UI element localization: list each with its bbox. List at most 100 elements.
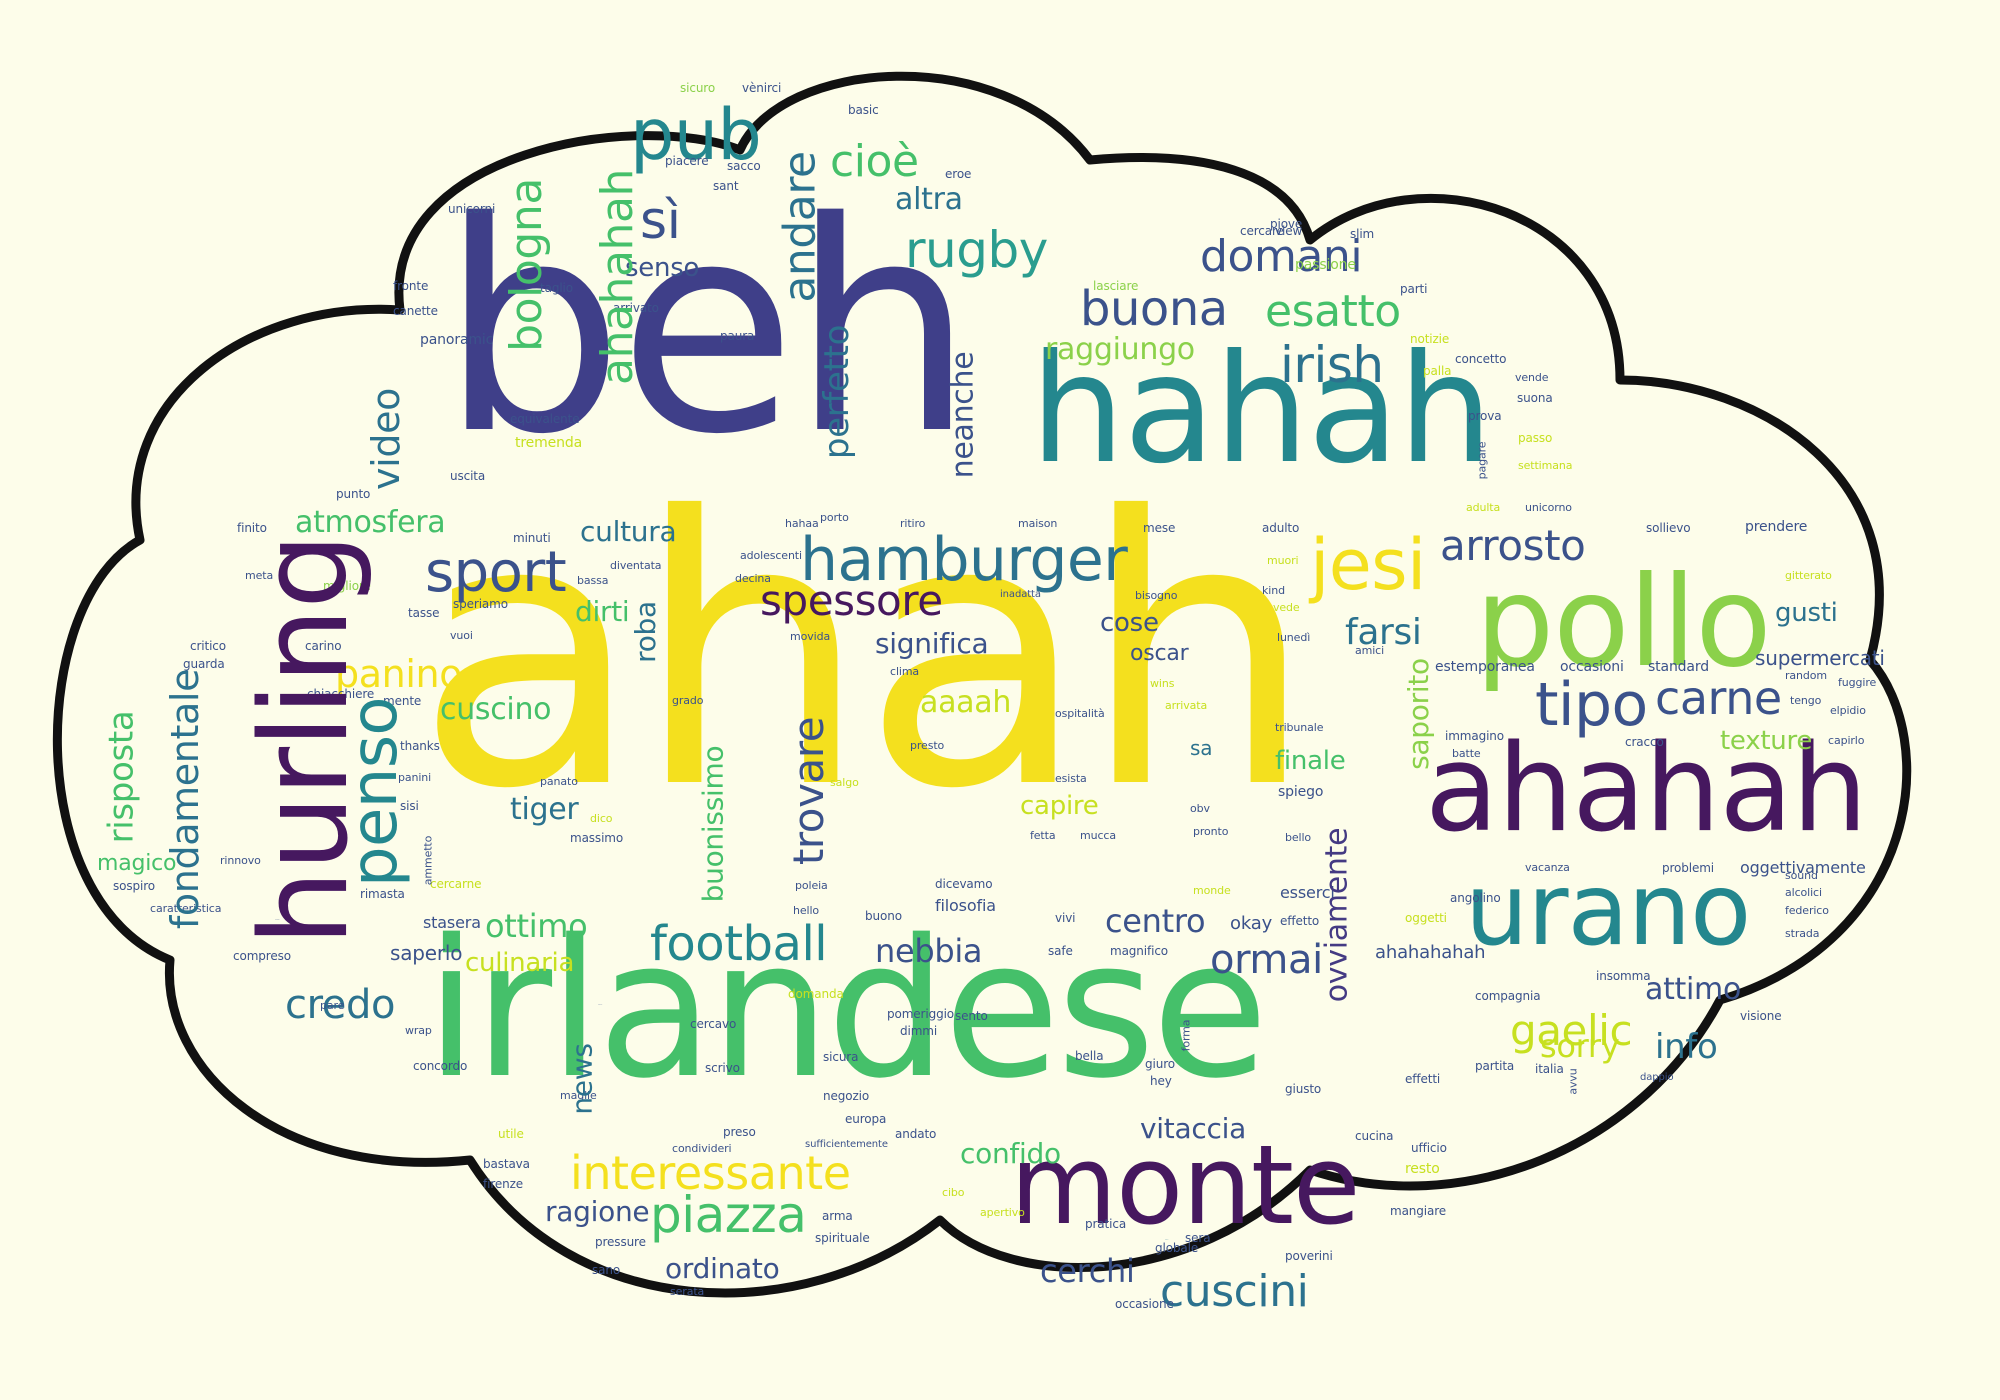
- word-trovare: trovare: [784, 716, 834, 866]
- word-hey: occasione: [1115, 1297, 1174, 1311]
- word-standard: standard: [1648, 659, 1709, 675]
- word-supermercati: supermercati: [1755, 646, 1885, 670]
- word-rugby: rugby: [905, 221, 1048, 279]
- word-ottimo: ottimo: [485, 907, 588, 945]
- word-forma: caratteristica: [150, 902, 222, 915]
- word-esatto: esatto: [1265, 286, 1401, 337]
- word-confido: confido: [960, 1137, 1061, 1170]
- word-palla: concetto: [1455, 352, 1507, 366]
- word-gitterato: tengo: [1790, 694, 1822, 707]
- word-effetto: magnifico: [1110, 944, 1169, 958]
- word-info: info: [1655, 1027, 1718, 1067]
- word-passo: suona: [1517, 391, 1553, 405]
- word-credo: credo: [285, 982, 396, 1028]
- word-grado: salgo: [830, 776, 859, 789]
- word-arrosto: arrosto: [1440, 521, 1586, 570]
- word-estemporanea: estemporanea: [1435, 659, 1535, 675]
- word-punto: punto: [336, 487, 371, 501]
- word-bello: pronto: [1193, 825, 1229, 838]
- word-maison: ritiro: [900, 517, 926, 530]
- word-jesi: jesi: [1310, 524, 1426, 606]
- word-muori: adulto: [1262, 521, 1300, 535]
- word-ritiro: porto: [820, 511, 849, 524]
- word-pagare: passo: [1518, 431, 1553, 445]
- word-tribunale: amici: [1355, 644, 1385, 657]
- word-dico: grado: [672, 694, 704, 707]
- word-beh: beh: [440, 161, 975, 498]
- word-urano: urano: [1465, 851, 1751, 968]
- word-porto: hahaa: [785, 517, 819, 530]
- word-prendere: prendere: [1745, 519, 1808, 535]
- word-si: sì: [640, 191, 681, 251]
- word-cioe: cioè: [830, 136, 919, 187]
- word-minuti: minuti: [513, 531, 551, 545]
- word-oggetti: effetto: [1280, 914, 1320, 928]
- word-panino: panino: [335, 652, 463, 696]
- word-bastava: utile: [498, 1127, 524, 1141]
- word-vitaccia: vitaccia: [1140, 1112, 1246, 1145]
- word-mucca: fetta: [1030, 829, 1056, 842]
- word-europa: negozio: [823, 1089, 870, 1103]
- word-bisogno: inadatta: [1000, 589, 1041, 600]
- word-hahaa: gitterato: [1785, 569, 1832, 582]
- word-sufficientemente: condivideri: [672, 1142, 732, 1155]
- word-mente: mente: [383, 694, 422, 708]
- word-angolino: arrivata: [1165, 699, 1208, 712]
- word-vivi: dicevamo: [935, 877, 993, 891]
- word-andare: andare: [774, 151, 826, 303]
- word-sano: pressure: [595, 1235, 646, 1249]
- word-cose: cose: [1100, 608, 1159, 638]
- word-dicevamo: buono: [865, 909, 902, 923]
- word-fuggire: elpidio: [1830, 704, 1866, 717]
- word-maglie: notevole: [598, 1005, 603, 1006]
- word-view: cercare: [1240, 224, 1284, 238]
- word-prova: palla: [1423, 364, 1452, 378]
- word-effetti: italia: [1535, 1062, 1564, 1076]
- word-buona: buona: [1080, 281, 1228, 337]
- word-federico: alcolici: [1785, 886, 1822, 899]
- word-panato: panato: [540, 775, 578, 788]
- word-vende: prova: [1468, 409, 1502, 423]
- word-pollo: pollo: [1475, 550, 1772, 695]
- word-atmosfera: atmosfera: [295, 505, 446, 540]
- word-problemi: vacanza: [1525, 861, 1570, 874]
- word-aaaah: aaaah: [920, 685, 1012, 720]
- word-batte: immagino: [1445, 729, 1505, 743]
- word-ovviamente: ovviamente: [1319, 827, 1355, 1003]
- word-uscita: uscita: [450, 469, 486, 483]
- word-clima: meta: [245, 569, 274, 582]
- word-sollievo: unicorno: [1525, 501, 1572, 514]
- word-negozio: preso: [723, 1125, 756, 1139]
- word-firenze: bastava: [483, 1157, 530, 1171]
- word-cultura: cultura: [580, 515, 677, 548]
- word-visione: insomma: [1596, 969, 1651, 983]
- word-sera: globale: [1155, 1241, 1199, 1255]
- word-saporito: saporito: [1401, 658, 1435, 770]
- word-attimo: attimo: [1645, 972, 1742, 1007]
- word-lasciare: paura: [720, 329, 755, 343]
- word-cuscini: cuscini: [1160, 1266, 1309, 1317]
- word-fronte: unicorni: [448, 202, 496, 216]
- word-occasione: sera: [1185, 1231, 1211, 1245]
- word-stasera: stasera: [423, 913, 481, 932]
- word-poverini: mangiare: [1390, 1204, 1447, 1218]
- word-capire: capire: [1020, 791, 1099, 821]
- word-presto: ospitalità: [1055, 707, 1105, 720]
- word-cercare: lasciare: [1093, 279, 1139, 293]
- word-raggiungo: raggiungo: [1045, 332, 1195, 367]
- word-critico: critico: [190, 639, 227, 653]
- word-thanks: thanks: [400, 739, 440, 753]
- word-poleia: monde: [1193, 884, 1231, 897]
- word-cucina: dappio: [1640, 1072, 1674, 1083]
- word-vede: kind: [1262, 584, 1285, 597]
- word-carino: carino: [305, 639, 342, 653]
- word-chiacchiere: chiacchiere: [307, 687, 375, 701]
- word-dirti: dirti: [575, 595, 630, 628]
- word-occasioni: occasioni: [1560, 659, 1624, 675]
- word-ahahah: ahahah: [1425, 720, 1868, 859]
- word-rinnovo: rinnovo: [220, 854, 261, 867]
- word-vuoi: diventata: [610, 559, 662, 572]
- word-pratica: poverini: [1285, 1249, 1333, 1263]
